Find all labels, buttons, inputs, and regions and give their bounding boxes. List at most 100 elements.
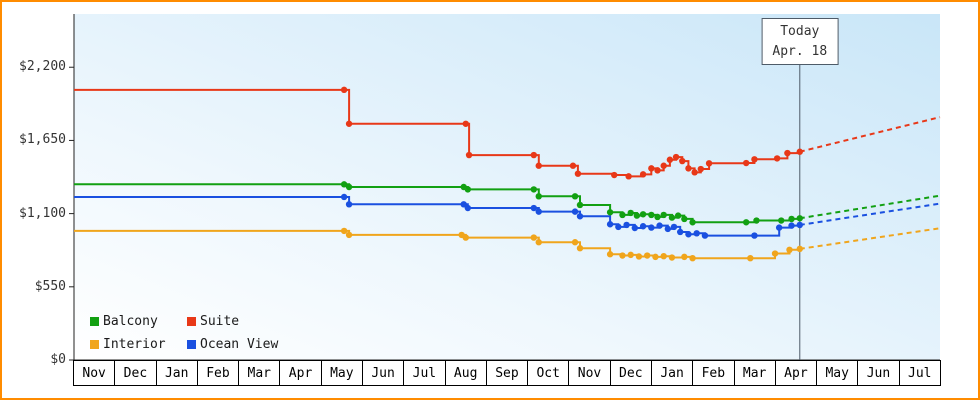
data-point-interior	[571, 239, 579, 246]
data-point-suite	[465, 151, 473, 159]
data-point-suite	[569, 162, 577, 169]
x-axis-month-may: May	[320, 360, 363, 386]
data-point-ocean-view	[340, 193, 348, 201]
x-axis-month-aug: Aug	[444, 360, 487, 386]
data-point-suite	[625, 173, 632, 180]
y-tick-label: $1,100	[19, 205, 66, 221]
x-axis-month-mar: Mar	[733, 360, 776, 386]
data-point-suite	[742, 159, 750, 167]
data-point-balcony	[576, 201, 584, 209]
data-point-interior	[535, 239, 542, 246]
x-axis-month-apr: Apr	[774, 360, 818, 386]
data-point-suite	[796, 148, 803, 155]
data-point-balcony	[788, 215, 795, 223]
data-point-suite	[639, 171, 647, 178]
legend-label-interior: Interior	[103, 337, 166, 352]
y-tick-label: $1,650	[19, 132, 66, 148]
data-point-interior	[747, 254, 754, 262]
legend-swatch-ocean-view	[187, 340, 196, 349]
data-point-balcony	[340, 181, 348, 188]
data-point-balcony	[668, 214, 676, 221]
today-label-line2: Apr. 18	[772, 43, 828, 59]
data-point-ocean-view	[615, 223, 622, 231]
x-axis-month-may: May	[816, 360, 859, 386]
legend-item-interior: Interior	[90, 337, 187, 352]
data-point-ocean-view	[701, 232, 709, 239]
forecast-line-balcony	[799, 194, 941, 220]
data-point-suite	[535, 162, 542, 169]
today-label-box: Today Apr. 18	[761, 18, 839, 65]
plot-area	[74, 14, 940, 360]
data-point-balcony	[535, 193, 542, 200]
x-axis-month-jun: Jun	[857, 360, 900, 386]
data-point-balcony	[627, 209, 634, 217]
legend-item-ocean-view: Ocean View	[187, 337, 278, 352]
data-point-suite	[679, 157, 686, 165]
series-line-suite	[74, 88, 801, 178]
legend-label-ocean-view: Ocean View	[200, 337, 279, 352]
data-point-interior	[530, 234, 538, 241]
data-point-balcony	[742, 219, 750, 226]
data-point-interior	[635, 253, 643, 260]
data-point-suite	[666, 156, 674, 163]
data-point-interior	[689, 254, 696, 262]
data-point-interior	[576, 245, 584, 252]
data-point-suite	[660, 162, 667, 169]
legend-item-balcony: Balcony	[90, 314, 187, 329]
data-point-balcony	[571, 193, 579, 200]
x-axis-month-jan: Jan	[650, 360, 694, 386]
forecast-line-ocean-view	[799, 202, 941, 226]
x-axis-month-jul: Jul	[403, 360, 446, 386]
data-point-balcony	[674, 212, 682, 219]
x-axis-month-feb: Feb	[196, 360, 240, 386]
data-point-ocean-view	[775, 224, 783, 231]
data-point-ocean-view	[623, 221, 630, 229]
legend-label-balcony: Balcony	[103, 314, 158, 329]
data-point-interior	[462, 234, 469, 241]
data-point-suite	[611, 171, 618, 179]
x-axis-month-apr: Apr	[279, 360, 322, 386]
data-point-ocean-view	[656, 222, 663, 229]
data-point-suite	[705, 160, 713, 167]
x-axis-month-jul: Jul	[898, 360, 941, 386]
data-point-suite	[697, 165, 705, 173]
legend-swatch-balcony	[90, 317, 99, 326]
data-point-balcony	[606, 209, 614, 216]
data-point-ocean-view	[677, 228, 684, 236]
data-point-suite	[784, 149, 791, 157]
data-point-balcony	[689, 219, 696, 226]
x-axis-month-row: Nov Dec Jan Feb Mar Apr May Jun Jul Aug Sep Oct Nov D…	[73, 360, 941, 386]
data-point-ocean-view	[664, 225, 672, 233]
data-point-balcony	[633, 212, 641, 219]
x-axis-month-nov: Nov	[568, 360, 611, 386]
data-point-balcony	[345, 183, 353, 191]
data-point-balcony	[778, 217, 785, 224]
data-point-interior	[627, 251, 634, 259]
data-point-interior	[660, 253, 667, 260]
forecast-line-interior	[799, 227, 941, 250]
data-point-interior	[796, 245, 803, 253]
series-line-ocean-view	[74, 196, 801, 237]
data-point-balcony	[681, 215, 688, 223]
data-point-ocean-view	[464, 204, 472, 212]
data-point-ocean-view	[648, 224, 655, 231]
data-point-ocean-view	[606, 221, 614, 228]
data-point-suite	[340, 86, 348, 94]
data-point-suite	[691, 169, 698, 176]
data-point-ocean-view	[535, 208, 542, 215]
data-point-suite	[672, 153, 680, 161]
data-point-interior	[771, 250, 779, 257]
data-point-interior	[619, 252, 626, 259]
x-axis-month-mar: Mar	[238, 360, 281, 386]
data-point-balcony	[464, 186, 472, 193]
x-axis-month-oct: Oct	[527, 360, 570, 386]
legend-label-suite: Suite	[200, 314, 240, 329]
data-point-suite	[574, 170, 582, 177]
x-axis-month-jan: Jan	[155, 360, 198, 386]
forecast-line-suite	[799, 116, 941, 153]
x-axis-month-dec: Dec	[609, 360, 652, 386]
data-point-suite	[751, 156, 758, 163]
data-point-suite	[530, 151, 538, 159]
data-point-ocean-view	[571, 208, 579, 215]
